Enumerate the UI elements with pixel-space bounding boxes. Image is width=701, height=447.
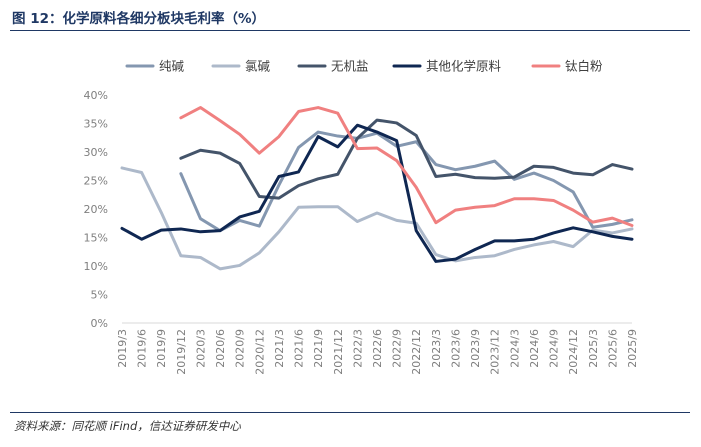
x-tick-2019-3: 2019/3 xyxy=(116,329,129,368)
y-tick-4: 20% xyxy=(84,203,108,216)
x-tick-2023-9: 2023/9 xyxy=(469,329,482,368)
source-note: 资料来源：同花顺 iFind，信达证券研发中心 xyxy=(14,419,241,433)
y-tick-8: 40% xyxy=(84,89,108,102)
legend-label-4: 钛白粉 xyxy=(565,59,603,74)
y-tick-0: 0% xyxy=(91,317,108,330)
x-tick-2023-12: 2023/12 xyxy=(489,329,502,375)
x-tick-2021-6: 2021/6 xyxy=(293,329,306,368)
x-tick-2022-3: 2022/3 xyxy=(351,329,364,368)
x-tick-2020-12: 2020/12 xyxy=(253,329,266,375)
legend-label-3: 其他化学原料 xyxy=(426,59,502,74)
y-tick-7: 35% xyxy=(84,118,108,131)
x-tick-2022-6: 2022/6 xyxy=(371,329,384,368)
x-tick-2021-3: 2021/3 xyxy=(273,329,286,368)
y-axis-ticks: 0% 5% 10% 15% 20% 25% 30% 35% 40% xyxy=(84,89,108,330)
x-tick-2024-6: 2024/6 xyxy=(528,329,541,368)
x-tick-2023-3: 2023/3 xyxy=(430,329,443,368)
series-line-3 xyxy=(120,123,634,263)
x-tick-2025-9: 2025/9 xyxy=(626,329,639,368)
x-tick-2024-3: 2024/3 xyxy=(508,329,521,368)
x-tick-2022-12: 2022/12 xyxy=(410,329,423,375)
top-rule xyxy=(10,30,690,31)
series-lines xyxy=(120,106,634,271)
y-tick-3: 15% xyxy=(84,232,108,245)
series-line-0 xyxy=(179,130,634,233)
bottom-rule xyxy=(10,412,690,413)
x-tick-2020-3: 2020/3 xyxy=(194,329,207,368)
legend-label-1: 氯碱 xyxy=(245,59,271,74)
x-tick-2023-6: 2023/6 xyxy=(449,329,462,368)
x-tick-2020-9: 2020/9 xyxy=(234,329,247,368)
x-tick-2024-12: 2024/12 xyxy=(567,329,580,375)
x-tick-2019-12: 2019/12 xyxy=(175,329,188,375)
x-tick-2025-3: 2025/3 xyxy=(587,329,600,368)
y-tick-5: 25% xyxy=(84,175,108,188)
legend-label-2: 无机盐 xyxy=(331,59,369,74)
y-tick-2: 10% xyxy=(84,260,108,273)
x-tick-2022-9: 2022/9 xyxy=(391,329,404,368)
y-tick-1: 5% xyxy=(91,289,108,302)
x-tick-2019-6: 2019/6 xyxy=(136,329,149,368)
x-tick-2024-9: 2024/9 xyxy=(548,329,561,368)
series-line-1 xyxy=(120,166,634,271)
y-tick-6: 30% xyxy=(84,146,108,159)
legend: 纯碱 氯碱 无机盐 其他化学原料 钛白粉 xyxy=(125,59,603,74)
x-tick-2020-6: 2020/6 xyxy=(214,329,227,368)
legend-label-0: 纯碱 xyxy=(159,59,185,74)
series-line-2 xyxy=(179,118,634,200)
x-tick-2019-9: 2019/9 xyxy=(155,329,168,368)
x-tick-2021-9: 2021/9 xyxy=(312,329,325,368)
x-tick-2025-6: 2025/6 xyxy=(606,329,619,368)
x-axis-ticks: 2019/3 2019/6 2019/9 2019/12 2020/3 2020/6 202… xyxy=(116,329,639,375)
x-tick-2021-12: 2021/12 xyxy=(332,329,345,375)
figure-title: 图 12：化学原料各细分板块毛利率（%） xyxy=(12,11,266,27)
series-line-4 xyxy=(179,106,634,228)
